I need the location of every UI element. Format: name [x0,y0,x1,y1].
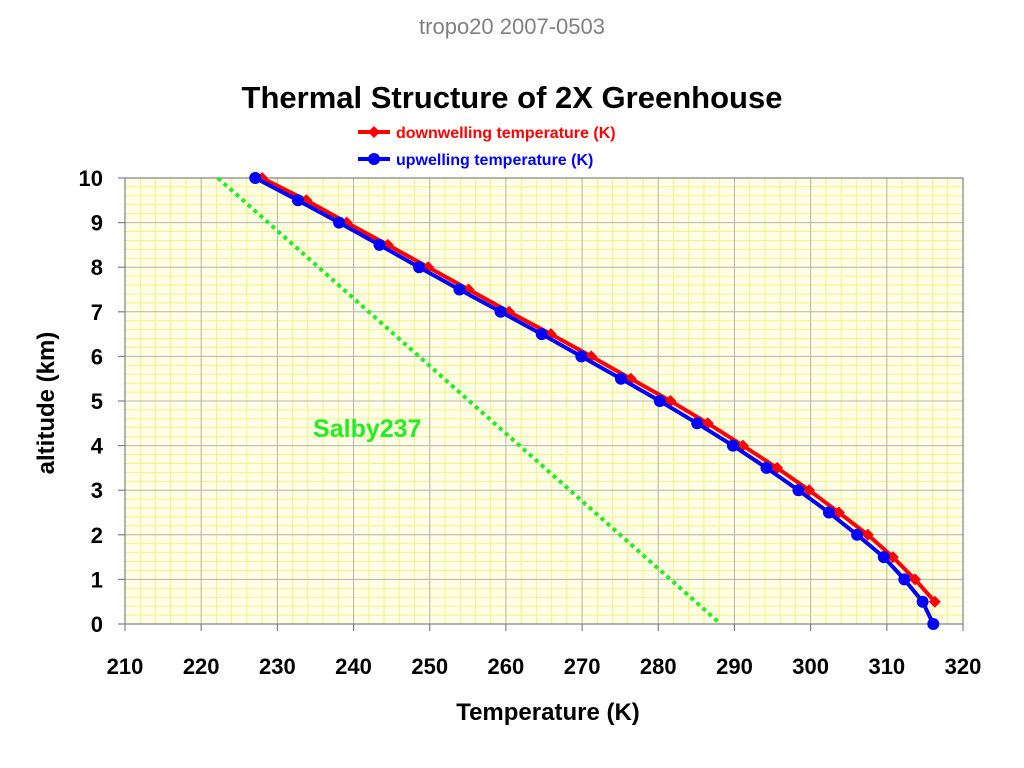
x-tick-label: 210 [107,654,144,679]
series-downwelling-line [261,176,937,604]
data-point-upwelling [291,194,304,207]
data-point-upwelling [822,506,835,519]
data-point-downwelling [886,551,899,564]
y-tick-label: 6 [91,344,103,369]
y-tick-label: 2 [91,523,103,548]
x-tick-label: 290 [716,654,753,679]
legend-label-upwelling: upwelling temperature (K) [396,152,593,169]
data-point-upwelling [614,372,627,385]
data-point-downwelling [909,573,922,586]
data-point-upwelling [760,461,773,474]
x-tick-label: 300 [792,654,829,679]
data-point-upwelling [249,172,262,184]
grid [124,177,964,625]
chart-title: Thermal Structure of 2X Greenhouse [241,80,783,115]
series-layer [216,172,941,630]
data-point-upwelling [453,283,466,296]
legend: downwelling temperature (K) upwelling tem… [358,125,616,169]
data-point-upwelling [494,305,507,318]
x-tick-label: 320 [945,654,982,679]
data-point-upwelling [373,238,386,251]
annotation-salby237: Salby237 [313,415,421,443]
x-tick-label: 280 [640,654,677,679]
legend-marker-downwelling [368,126,380,138]
x-tick-label: 270 [564,654,601,679]
y-tick-label: 4 [91,434,104,459]
x-axis-title: Temperature (K) [456,699,640,726]
data-point-upwelling [653,395,666,407]
page-header: tropo20 2007-0503 [419,14,605,39]
x-tick-label: 240 [335,654,372,679]
data-point-upwelling [851,528,864,541]
data-point-upwelling [333,216,346,229]
legend-marker-upwelling [368,153,380,165]
data-point-upwelling [877,551,890,564]
legend-label-downwelling: downwelling temperature (K) [396,125,616,142]
data-point-downwelling [928,595,941,608]
data-point-upwelling [792,484,805,497]
y-axis-title: altitude (km) [33,332,60,475]
data-point-upwelling [898,573,911,586]
y-tick-label: 1 [91,567,103,592]
y-tick-label: 0 [91,612,103,637]
data-point-downwelling [861,528,874,541]
y-tick-label: 5 [91,389,103,414]
x-tick-label: 220 [183,654,220,679]
x-tick-label: 260 [488,654,525,679]
data-point-upwelling [535,328,548,341]
x-tick-label: 250 [411,654,448,679]
axes [118,177,964,631]
data-point-upwelling [413,261,426,274]
labels: 210 220 230 240 250 260 270 280 290 300 310 3200123… [33,166,981,726]
y-tick-label: 9 [91,211,103,236]
y-tick-label: 10 [79,166,103,191]
series-salby237-line [216,176,723,626]
data-point-upwelling [726,439,739,452]
data-point-upwelling [927,618,940,630]
data-point-upwelling [575,350,588,363]
x-tick-label: 310 [868,654,905,679]
y-tick-label: 8 [91,255,103,280]
y-tick-label: 3 [91,478,103,503]
data-point-upwelling [691,417,704,430]
data-point-upwelling [916,595,929,608]
x-tick-label: 230 [259,654,296,679]
y-tick-label: 7 [91,300,103,325]
data-point-downwelling [803,484,816,497]
